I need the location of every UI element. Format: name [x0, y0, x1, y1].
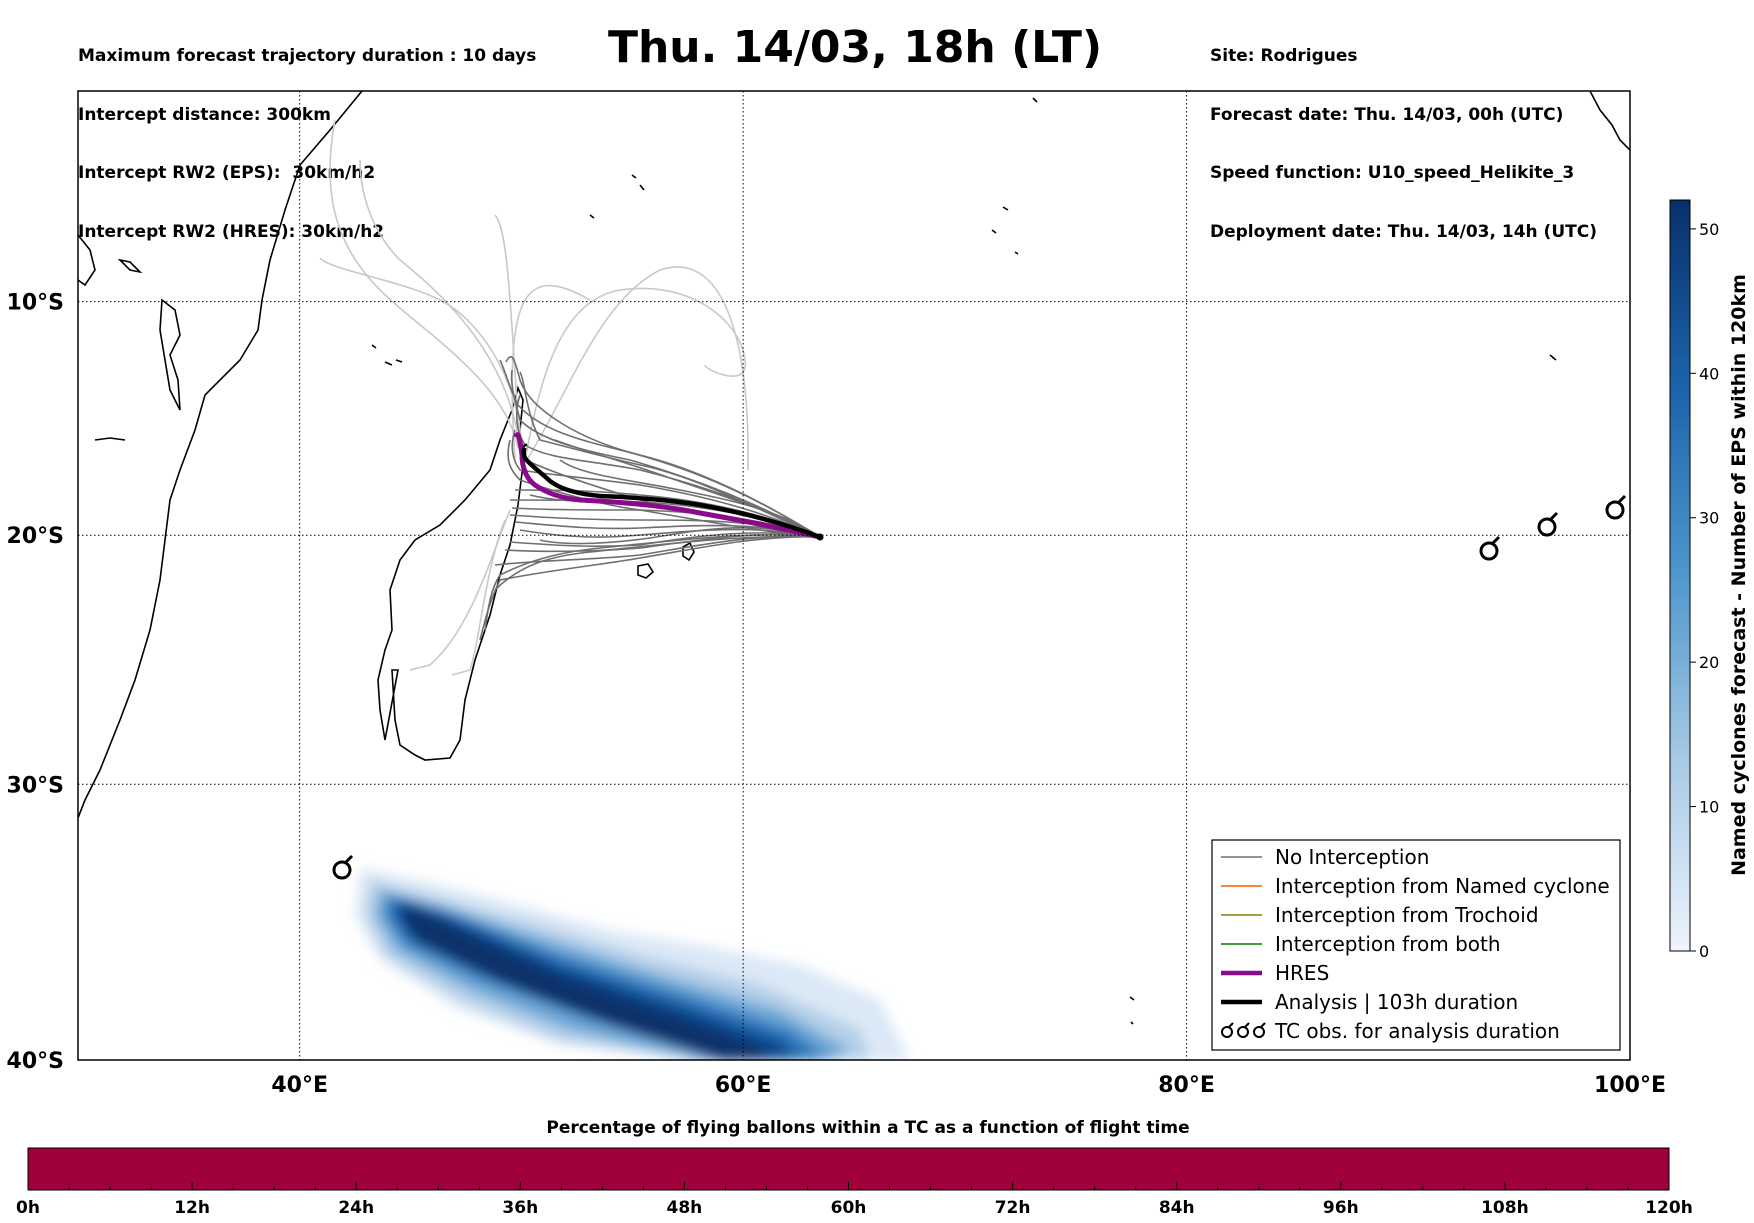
timebar-tick-label: 108h — [1481, 1198, 1529, 1218]
header-info-right: Site: Rodrigues Forecast date: Thu. 14/0… — [1210, 8, 1597, 262]
colorbar-tick-label: 10 — [1699, 798, 1719, 817]
flight-time-bar: Percentage of flying ballons within a TC… — [16, 1118, 1693, 1218]
legend-label: TC obs. for analysis duration — [1274, 1019, 1560, 1043]
tc-obs-symbol — [332, 854, 354, 880]
timebar-tick-label: 120h — [1645, 1198, 1693, 1218]
colorbar-title: Named cyclones forecast - Number of EPS … — [1728, 274, 1750, 876]
legend-label: No Interception — [1275, 845, 1429, 869]
legend-label: Interception from Trochoid — [1275, 903, 1539, 927]
lake-malawi — [94, 437, 126, 441]
header-line-duration: Maximum forecast trajectory duration : 1… — [78, 46, 537, 66]
lat-tick-label: 30°S — [7, 773, 64, 798]
lon-tick-label: 60°E — [715, 1073, 772, 1098]
map-legend: No Interception Interception from Named c… — [1211, 839, 1621, 1051]
timebar-tick-label: 0h — [16, 1198, 40, 1218]
header-line-forecast-date: Forecast date: Thu. 14/03, 00h (UTC) — [1210, 104, 1564, 125]
colorbar-tick-label: 0 — [1699, 942, 1709, 961]
amsterdam-islands — [1129, 996, 1135, 1025]
timebar-tick-label: 24h — [338, 1198, 374, 1218]
chagos-islands — [991, 206, 1019, 255]
header-info-left: Maximum forecast trajectory duration : 1… — [78, 8, 536, 262]
colorbar-tick-label: 40 — [1699, 364, 1719, 383]
lon-tick-label: 100°E — [1594, 1073, 1666, 1098]
timebar-tick-label: 72h — [995, 1198, 1031, 1218]
timebar-tick-label: 84h — [1159, 1198, 1195, 1218]
legend-tc-obs-icon-tail — [1228, 1022, 1234, 1028]
tc-obs-symbol — [1479, 535, 1501, 561]
map-title: Thu. 14/03, 18h (LT) — [607, 22, 1103, 73]
legend-label: HRES — [1275, 961, 1329, 985]
header-line-deployment-date: Deployment date: Thu. 14/03, 14h (UTC) — [1210, 221, 1597, 242]
africa-coastline — [78, 91, 363, 819]
launch-site-marker — [816, 533, 824, 541]
sumatra-coastline — [1589, 91, 1630, 151]
cyclone-colorbar: 0 10 20 30 40 50 Named cyclones forecast - Nu… — [1669, 199, 1750, 961]
timebar-tick-label: 36h — [502, 1198, 538, 1218]
analysis-trajectory — [521, 443, 821, 540]
legend-tc-obs-icon — [1253, 1026, 1265, 1038]
timebar-tick-label: 12h — [174, 1198, 210, 1218]
comoros-islands — [371, 344, 403, 366]
header-line-rw2-eps: Intercept RW2 (EPS): 30km/h2 — [78, 163, 376, 183]
map-axis-labels: 40°E 60°E 80°E 100°E 10°S 20°S 30°S 40°S — [7, 291, 1666, 1098]
legend-tc-obs-icon-tail — [1260, 1022, 1266, 1028]
timebar-tick-label: 48h — [667, 1198, 703, 1218]
header-line-speed-function: Speed function: U10_speed_Helikite_3 — [1210, 163, 1575, 183]
coastlines — [78, 91, 1630, 1025]
timebar-tick-label: 60h — [831, 1198, 867, 1218]
timebar-tick-label: 96h — [1323, 1198, 1359, 1218]
legend-tc-obs-icon — [1221, 1026, 1233, 1038]
legend-tc-obs-icon — [1237, 1026, 1249, 1038]
legend-label: Analysis | 103h duration — [1275, 990, 1518, 1014]
lat-tick-label: 10°S — [7, 291, 64, 316]
header-line-distance: Intercept distance: 300km — [78, 104, 331, 125]
tc-obs-symbol — [1537, 511, 1559, 537]
legend-frame — [1211, 839, 1621, 1051]
timebar-title: Percentage of flying ballons within a TC… — [546, 1118, 1189, 1138]
cyclone-density-field — [355, 868, 910, 1060]
africa-horn-detail — [78, 234, 96, 287]
header-line-site: Site: Rodrigues — [1210, 46, 1358, 66]
seychelles-islands — [589, 174, 645, 219]
lon-tick-label: 40°E — [271, 1073, 328, 1098]
map-gridlines — [78, 91, 1630, 1060]
christmas-cocos-islands — [1032, 97, 1557, 361]
map-frame — [77, 90, 1631, 1061]
colorbar-gradient — [1669, 199, 1691, 952]
tc-obs-symbol — [1605, 494, 1627, 520]
colorbar-tick-label: 30 — [1699, 509, 1719, 528]
tc-observation-symbols — [332, 494, 1627, 880]
legend-label: Interception from both — [1275, 932, 1501, 956]
reunion-coastline — [637, 563, 655, 579]
lake-tanganyika — [117, 258, 143, 274]
legend-tc-obs-icon-tail — [1244, 1022, 1250, 1028]
colorbar-tick-label: 50 — [1699, 220, 1719, 239]
lake-victoria — [159, 298, 181, 411]
map-content — [78, 91, 1630, 1060]
faint-trajectories — [319, 119, 749, 676]
mauritius-coastline — [682, 541, 695, 562]
lon-tick-label: 80°E — [1158, 1073, 1215, 1098]
legend-label: Interception from Named cyclone — [1275, 874, 1610, 898]
lat-tick-label: 40°S — [7, 1049, 64, 1074]
lat-tick-label: 20°S — [7, 524, 64, 549]
colorbar-tick-label: 20 — [1699, 653, 1719, 672]
